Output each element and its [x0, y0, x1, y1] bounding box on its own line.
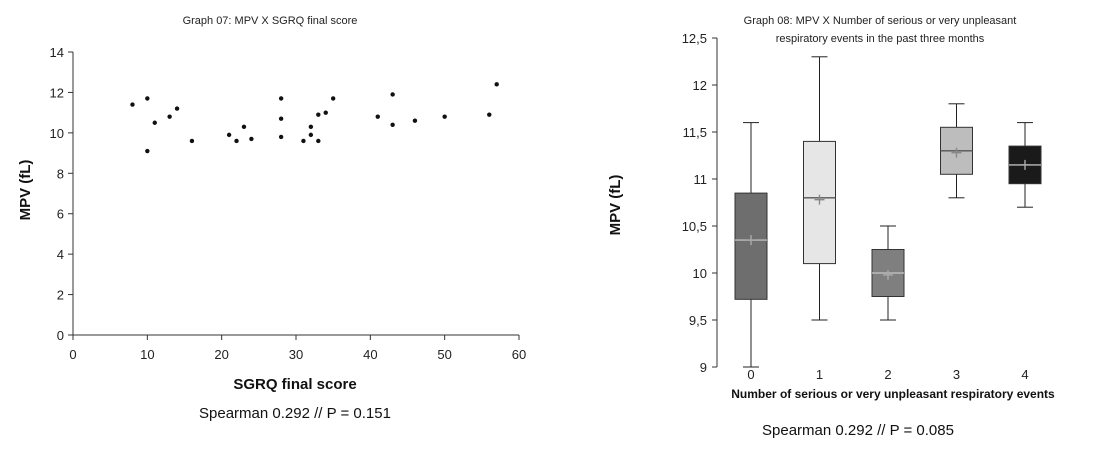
boxplot-box-group [940, 103, 973, 199]
scatter-y-tick-label: 6 [57, 207, 64, 222]
boxplot-y-tick-label: 11 [694, 172, 708, 187]
scatter-point [301, 138, 306, 144]
scatter-y-label: MPV (fL) [17, 160, 34, 221]
boxplot-x-tick-label: 2 [884, 367, 891, 382]
boxplot-y-tick-label: 12 [693, 78, 707, 93]
scatter-point [316, 138, 321, 144]
scatter-y-tick-label: 8 [57, 166, 64, 181]
scatter-point [390, 122, 395, 127]
scatter-point [487, 112, 492, 117]
scatter-x-ticks: 0 10 20 30 40 50 60 [69, 335, 526, 362]
scatter-point [375, 114, 380, 119]
boxplot-y-tick-label: 11,5 [683, 125, 707, 140]
scatter-point [249, 136, 254, 142]
boxplot-title-line-2: respiratory events in the past three mon… [776, 33, 985, 45]
scatter-x-tick-label: 0 [69, 347, 76, 362]
scatter-point [316, 112, 321, 117]
scatter-point [278, 116, 284, 121]
boxplot-y-tick-label: 10 [693, 266, 707, 281]
scatter-point [323, 110, 328, 115]
scatter-x-tick-label: 20 [214, 347, 228, 362]
boxplot-x-ticks: 0 1 2 3 4 [747, 367, 1028, 382]
scatter-point [442, 114, 447, 119]
scatter-x-tick-label: 40 [363, 347, 377, 362]
boxplot-y-tick-label: 9,5 [689, 313, 707, 328]
scatter-footnote: Spearman 0.292 // P = 0.151 [199, 405, 391, 422]
scatter-point [145, 148, 150, 154]
scatter-y-tick-label: 4 [57, 247, 64, 262]
boxplot-y-tick-label: 10,5 [682, 219, 707, 234]
scatter-point [308, 132, 314, 138]
boxplot-box [734, 192, 768, 300]
scatter-point [308, 124, 314, 129]
scatter-title: Graph 07: MPV X SGRQ final score [183, 15, 358, 27]
scatter-point [234, 138, 239, 144]
boxplot-box-group [1008, 122, 1042, 208]
boxplot-y-tick-label: 12,5 [682, 31, 707, 46]
scatter-point [412, 118, 418, 123]
scatter-chart: Graph 07: MPV X SGRQ final score 0 2 4 6 8 10… [17, 15, 526, 422]
boxplot-box-group [803, 56, 836, 321]
boxplot-x-tick-label: 4 [1021, 367, 1028, 382]
boxplot-box-group [871, 225, 905, 321]
boxplot-box [803, 140, 836, 265]
scatter-point [152, 120, 157, 125]
boxplot-y-tick-label: 9 [700, 360, 707, 375]
scatter-x-tick-label: 10 [140, 347, 154, 362]
scatter-y-ticks: 0 2 4 6 8 10 12 14 [50, 45, 73, 343]
scatter-point [390, 92, 395, 97]
boxplot-x-label: Number of serious or very unpleasant res… [731, 387, 1055, 401]
boxplot-chart: Graph 08: MPV X Number of serious or ver… [607, 15, 1055, 439]
boxplot-x-tick-label: 1 [816, 367, 823, 382]
boxplot-x-tick-label: 3 [953, 367, 960, 382]
scatter-point [167, 114, 172, 119]
scatter-y-tick-label: 14 [50, 45, 64, 60]
scatter-point [278, 134, 284, 140]
scatter-x-tick-label: 60 [512, 347, 526, 362]
scatter-point [226, 132, 232, 138]
boxplot-boxes [734, 56, 1042, 368]
scatter-point [189, 138, 195, 144]
boxplot-x-tick-label: 0 [747, 367, 754, 382]
boxplot-y-ticks: 9 9,5 10 10,5 11 11,5 12 12,5 [682, 31, 717, 375]
scatter-point [241, 124, 247, 129]
scatter-point [494, 82, 499, 87]
scatter-x-tick-label: 50 [437, 347, 451, 362]
boxplot-footnote: Spearman 0.292 // P = 0.085 [762, 422, 954, 439]
scatter-x-tick-label: 30 [289, 347, 303, 362]
boxplot-y-label: MPV (fL) [607, 175, 624, 236]
scatter-point [174, 106, 180, 111]
scatter-y-tick-label: 12 [50, 85, 64, 100]
scatter-x-label: SGRQ final score [233, 376, 356, 393]
scatter-point [130, 102, 135, 107]
scatter-y-tick-label: 2 [57, 288, 64, 303]
scatter-point [145, 96, 150, 101]
scatter-points [130, 82, 499, 154]
scatter-point [278, 96, 284, 101]
scatter-y-tick-label: 10 [50, 126, 64, 141]
scatter-point [330, 96, 336, 101]
boxplot-box-group [734, 122, 768, 368]
scatter-y-tick-label: 0 [57, 328, 64, 343]
boxplot-title-line-1: Graph 08: MPV X Number of serious or ver… [744, 15, 1017, 27]
